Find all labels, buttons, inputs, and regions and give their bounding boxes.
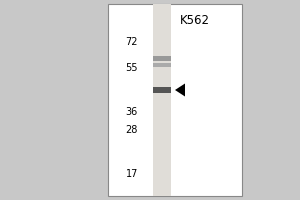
Bar [153, 63, 171, 67]
Text: K562: K562 [180, 14, 210, 27]
Text: 17: 17 [126, 169, 138, 179]
Polygon shape [175, 84, 185, 97]
Text: 55: 55 [125, 63, 138, 73]
Bar [153, 87, 171, 93]
Bar [108, 4, 242, 196]
Text: 72: 72 [125, 37, 138, 47]
Bar [153, 55, 171, 60]
Text: 36: 36 [126, 107, 138, 117]
Bar [153, 4, 171, 196]
Text: 28: 28 [126, 125, 138, 135]
